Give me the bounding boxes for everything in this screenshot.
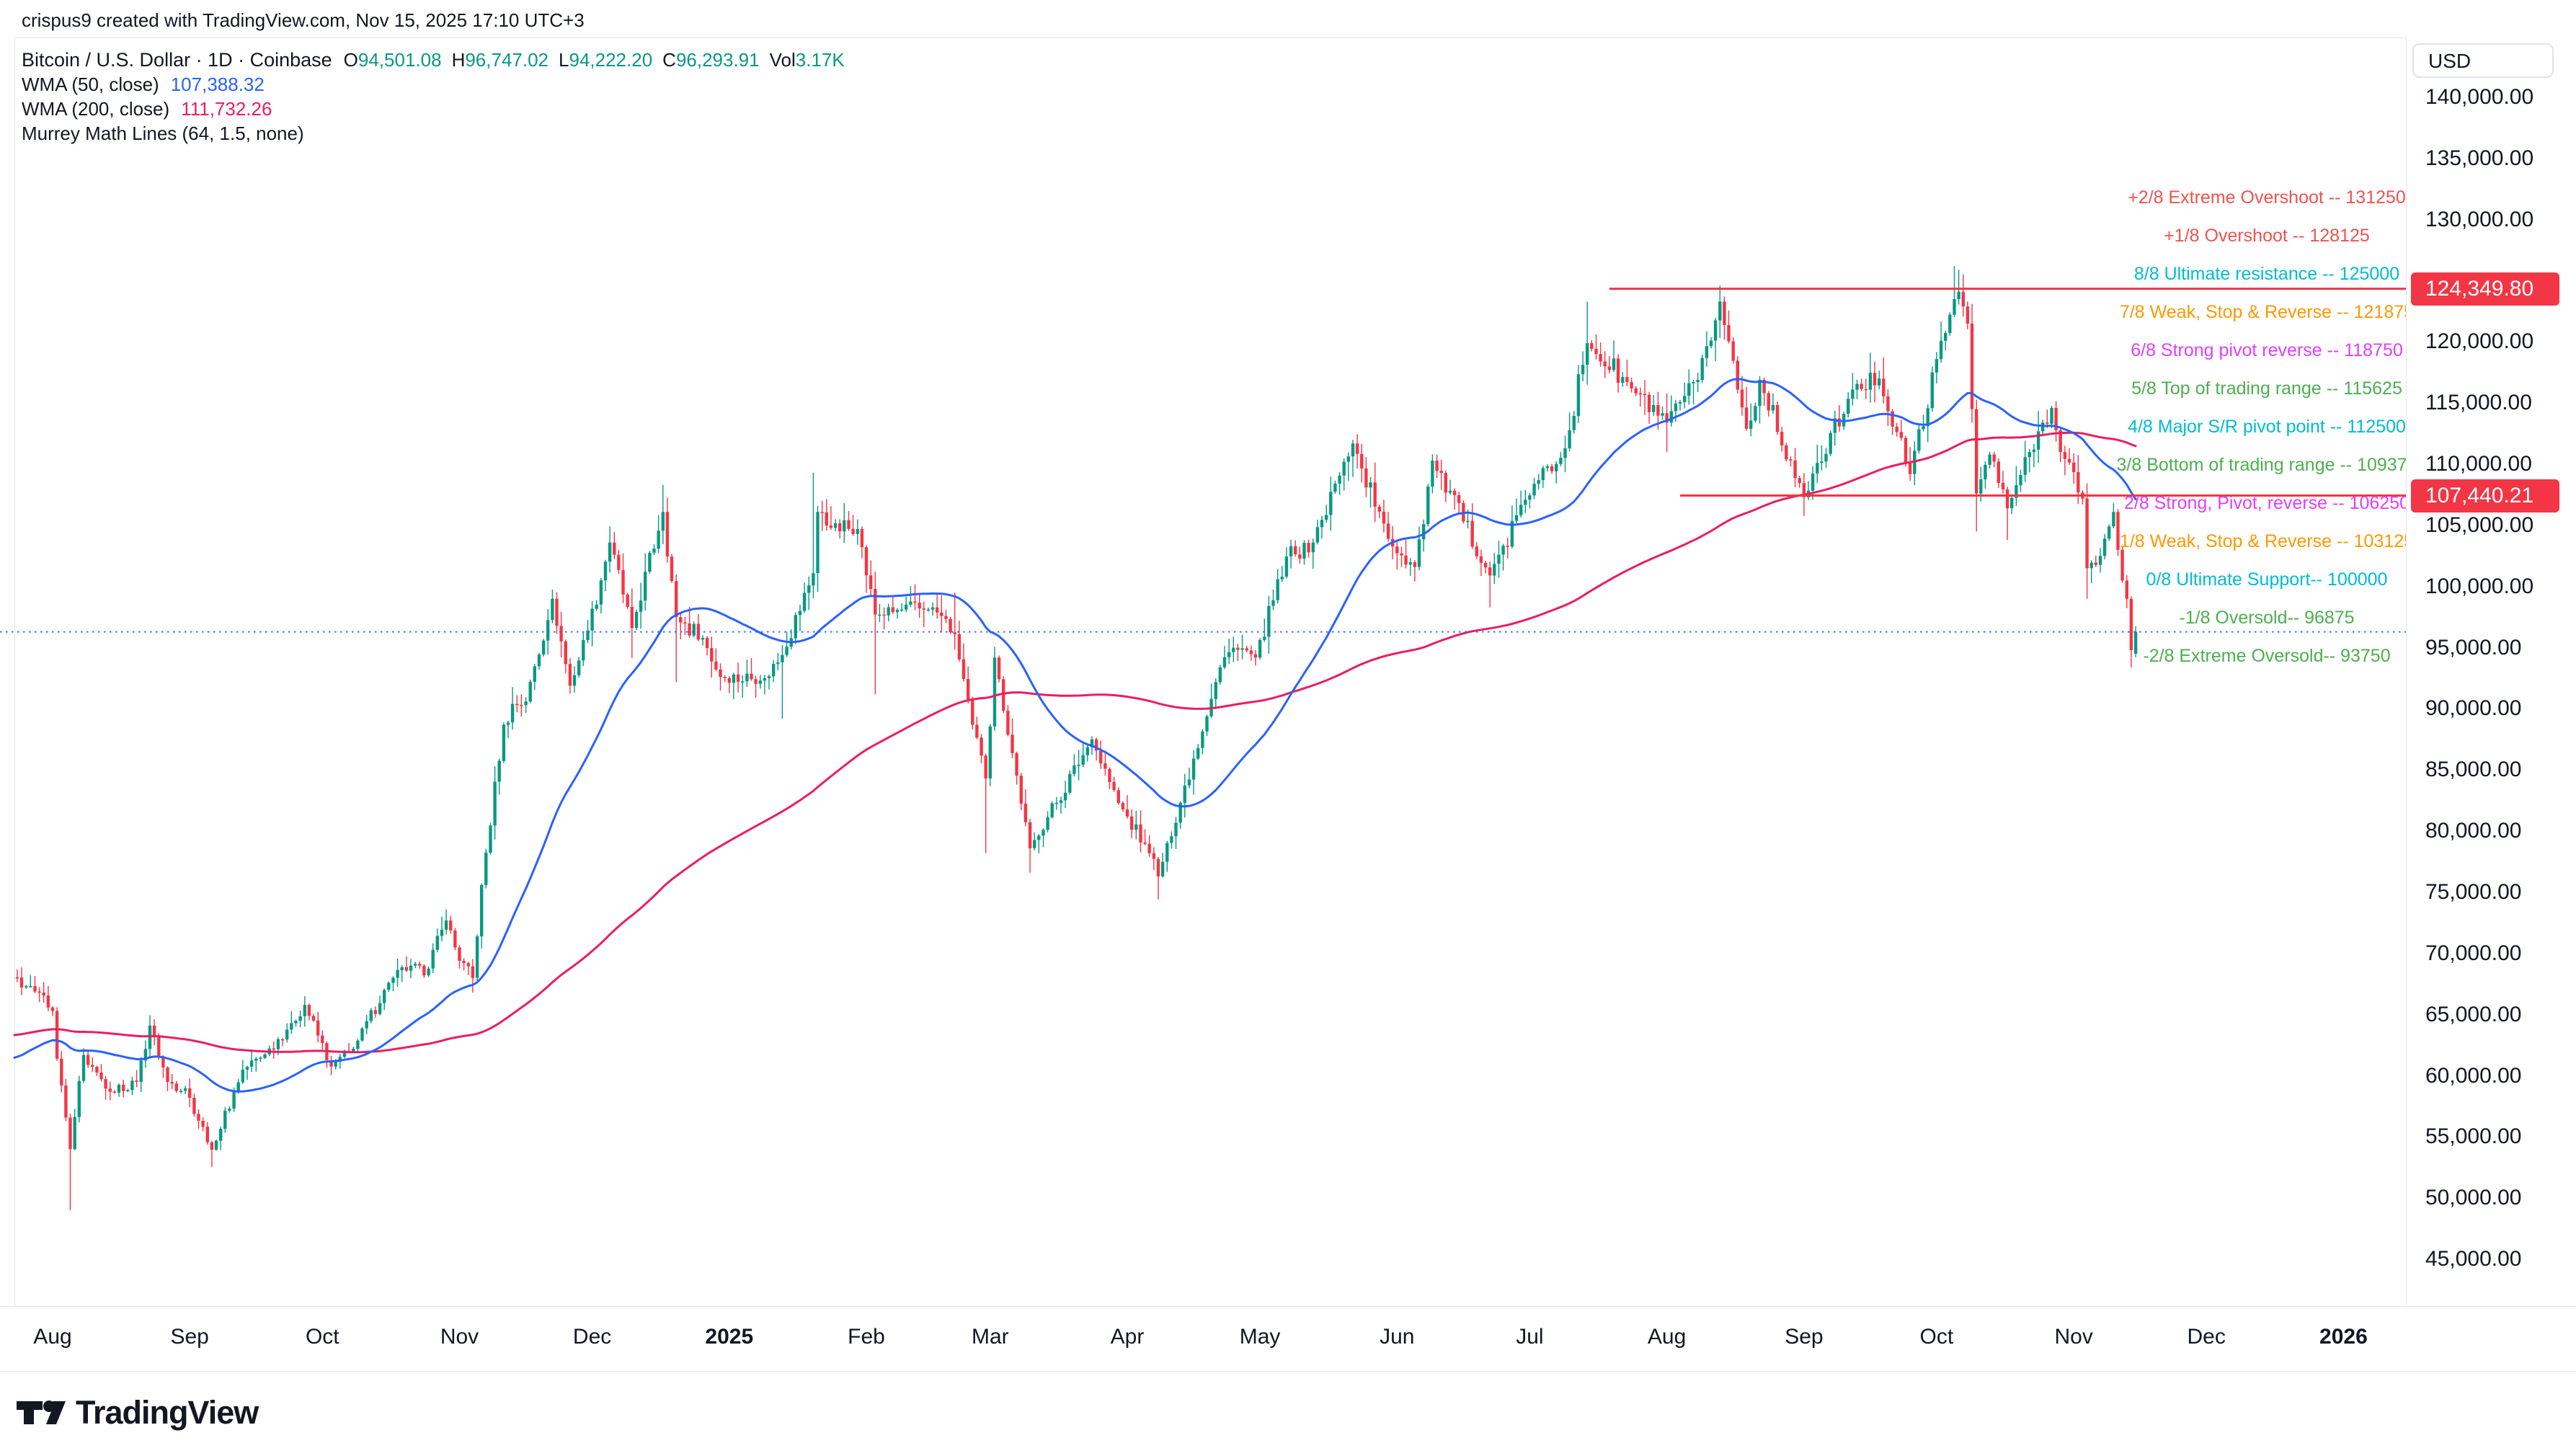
up-candle-wicks [25, 266, 2136, 1151]
price-tick-label: 70,000.00 [2425, 941, 2522, 965]
low-value: 94,222.20 [569, 49, 653, 71]
time-tick-apr: Apr [1110, 1325, 1145, 1349]
time-tick-sep: Sep [1785, 1325, 1824, 1349]
price-tick-label: 120,000.00 [2425, 329, 2534, 354]
price-axis-divider [2406, 37, 2407, 1307]
symbol-title: Bitcoin / U.S. Dollar · 1D · Coinbase [22, 49, 332, 71]
card-left-border [14, 37, 15, 1371]
price-tick-label: 100,000.00 [2425, 574, 2534, 598]
time-tick-may: May [1239, 1325, 1281, 1349]
time-tick-jul: Jul [1516, 1325, 1544, 1349]
wma50-label: WMA (50, close) [22, 74, 159, 95]
price-axis[interactable]: USD 140,000.00135,000.00130,000.00125,00… [2407, 37, 2576, 1306]
time-tick-sep: Sep [170, 1325, 209, 1349]
price-tick-label: 65,000.00 [2425, 1002, 2522, 1026]
murrey-level-label: 0/8 Ultimate Support-- 100000 [2146, 569, 2388, 590]
murrey-level-label: 5/8 Top of trading range -- 115625 [2131, 378, 2402, 399]
volume-value: 3.17K [795, 49, 845, 71]
price-tick-label: 140,000.00 [2425, 85, 2534, 109]
price-tick-label: 105,000.00 [2425, 512, 2534, 537]
time-axis-bottom-border [0, 1371, 2576, 1372]
time-tick-dec: Dec [2187, 1325, 2226, 1349]
price-tick-label: 130,000.00 [2425, 207, 2534, 231]
murrey-level-label: -2/8 Extreme Oversold-- 93750 [2143, 645, 2391, 666]
time-tick-oct: Oct [305, 1325, 339, 1349]
price-tick-label: 85,000.00 [2425, 758, 2522, 782]
tradingview-logo-icon [17, 1400, 66, 1424]
time-axis-top-border [0, 1306, 2576, 1307]
time-tick-aug: Aug [33, 1325, 72, 1349]
close-value: 96,293.91 [675, 49, 760, 71]
wma50-value: 107,388.32 [170, 74, 265, 95]
chart-plot-area[interactable]: +2/8 Extreme Overshoot -- 131250 +1/8 Ove… [0, 0, 2406, 1306]
price-tick-label: 95,000.00 [2425, 635, 2522, 660]
card-top-border [14, 37, 2576, 38]
time-tick-feb: Feb [848, 1325, 885, 1349]
high-value: 96,747.02 [465, 49, 549, 71]
legend-wma50-row[interactable]: WMA (50, close) 107,388.32 [22, 72, 845, 97]
wma200-label: WMA (200, close) [22, 98, 170, 120]
time-tick-mar: Mar [971, 1325, 1009, 1349]
time-tick-oct: Oct [1919, 1325, 1954, 1349]
legend-wma200-row[interactable]: WMA (200, close) 111,732.26 [22, 97, 845, 121]
wma-200-line [13, 431, 2137, 1054]
wma200-value: 111,732.26 [181, 98, 272, 120]
indicator-legend: Bitcoin / U.S. Dollar · 1D · Coinbase O9… [22, 48, 845, 146]
legend-symbol-row[interactable]: Bitcoin / U.S. Dollar · 1D · Coinbase O9… [22, 48, 845, 72]
time-tick-nov: Nov [440, 1325, 479, 1349]
murrey-level-label: 1/8 Weak, Stop & Reverse -- 103125 [2119, 531, 2406, 551]
up-candle-bodies [25, 291, 2138, 1150]
murrey-level-label: 6/8 Strong pivot reverse -- 118750 [2131, 339, 2403, 360]
murrey-label: Murrey Math Lines (64, 1.5, none) [22, 123, 304, 144]
time-tick-dec: Dec [572, 1325, 612, 1349]
currency-toggle-button[interactable]: USD [2412, 43, 2554, 78]
murrey-level-label: +1/8 Overshoot -- 128125 [2164, 225, 2370, 246]
time-tick-nov: Nov [2054, 1325, 2093, 1349]
attribution-text: crispus9 created with TradingView.com, N… [22, 9, 585, 31]
time-tick-aug: Aug [1647, 1325, 1687, 1349]
price-tick-label: 90,000.00 [2425, 696, 2522, 721]
down-candle-wicks [17, 274, 2132, 1211]
price-tick-label: 60,000.00 [2425, 1063, 2522, 1088]
price-tick-label: 55,000.00 [2425, 1124, 2522, 1149]
price-tick-label: 135,000.00 [2425, 146, 2534, 170]
price-tick-label: 75,000.00 [2425, 879, 2522, 904]
murrey-level-label: 4/8 Major S/R pivot point -- 112500 [2128, 416, 2406, 437]
price-tick-label: 80,000.00 [2425, 819, 2522, 843]
price-line-badge: 107,440.21 [2411, 479, 2559, 512]
candlestick-layer [0, 266, 2406, 1211]
murrey-level-label: 8/8 Ultimate resistance -- 125000 [2133, 263, 2400, 284]
murrey-level-label: 2/8 Strong, Pivot, reverse -- 106250 [2123, 492, 2406, 513]
tradingview-logo-text: TradingView [76, 1394, 259, 1431]
murrey-level-label: 3/8 Bottom of trading range -- 109375 [2116, 454, 2406, 475]
legend-murrey-row[interactable]: Murrey Math Lines (64, 1.5, none) [22, 121, 845, 146]
down-candle-bodies [15, 291, 2133, 1150]
price-tick-label: 50,000.00 [2425, 1186, 2522, 1210]
tradingview-logo[interactable]: TradingView [17, 1394, 259, 1431]
wma-50-line [13, 378, 2137, 1093]
time-tick-2026: 2026 [2319, 1325, 2368, 1349]
open-value: 94,501.08 [357, 49, 442, 71]
murrey-level-label: +2/8 Extreme Overshoot -- 131250 [2128, 187, 2406, 208]
price-line-badge: 124,349.80 [2411, 272, 2559, 306]
price-tick-label: 45,000.00 [2425, 1247, 2522, 1271]
time-tick-jun: Jun [1380, 1325, 1415, 1349]
time-tick-2025: 2025 [705, 1325, 754, 1349]
time-axis[interactable]: Aug Sep Oct Nov Dec 2025 Feb Mar Apr May Jun Jul Aug… [0, 1307, 2576, 1371]
murrey-level-label: -1/8 Oversold-- 96875 [2179, 607, 2355, 628]
price-tick-label: 110,000.00 [2425, 452, 2532, 476]
price-tick-label: 115,000.00 [2425, 391, 2532, 415]
ohlc-values: O94,501.08 H96,747.02 L94,222.20 C96,293… [343, 49, 845, 71]
murrey-level-label: 7/8 Weak, Stop & Reverse -- 121875 [2119, 301, 2406, 322]
